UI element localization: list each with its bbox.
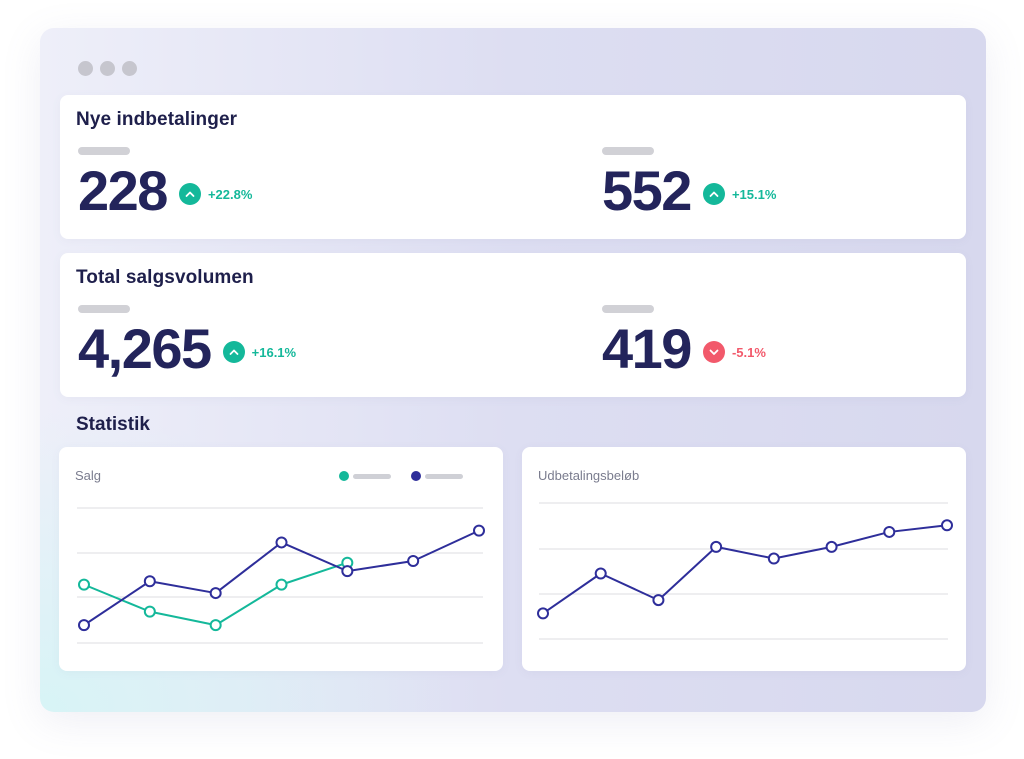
payout-line-chart — [537, 502, 953, 640]
chevron-up-icon — [702, 183, 725, 205]
data-point[interactable] — [473, 524, 485, 537]
data-point[interactable] — [652, 594, 665, 607]
legend-label-placeholder — [353, 473, 391, 479]
chevron-up-icon — [178, 183, 201, 205]
data-point[interactable] — [275, 536, 288, 549]
metric-change: -5.1% — [731, 344, 766, 360]
window-dot-close[interactable] — [78, 61, 93, 76]
section-title-statistik: Statistik — [76, 414, 150, 435]
window-controls — [78, 61, 137, 76]
chart-card-salg: Salg — [59, 447, 503, 671]
metric-change: +22.8% — [207, 186, 253, 202]
metric-label-placeholder — [78, 305, 130, 313]
metric-block: 228 +22.8% — [78, 147, 252, 221]
metric-block: 419 -5.1% — [602, 305, 766, 379]
dashboard-window: Nye indbetalinger 228 +22.8% 552 +15.1% — [40, 28, 986, 712]
sales-line-chart — [77, 507, 485, 644]
data-point[interactable] — [209, 587, 222, 600]
data-point[interactable] — [594, 567, 607, 580]
chart-label: Udbetalingsbeløb — [538, 468, 640, 483]
chart-card-udbetalingsbelob: Udbetalingsbeløb — [522, 447, 966, 671]
legend-label-placeholder — [425, 473, 463, 479]
metric-block: 552 +15.1% — [602, 147, 776, 221]
window-dot-maximize[interactable] — [122, 61, 137, 76]
data-point[interactable] — [275, 578, 288, 591]
data-point[interactable] — [537, 607, 549, 620]
metric-value: 552 — [602, 159, 692, 222]
metric-change: +15.1% — [731, 186, 777, 202]
window-dot-minimize[interactable] — [100, 61, 115, 76]
data-point[interactable] — [143, 605, 156, 618]
kpi-card-total-salgsvolumen: Total salgsvolumen 4,265 +16.1% 419 -5.1… — [60, 253, 966, 397]
data-point[interactable] — [767, 552, 780, 565]
metric-value: 4,265 — [78, 317, 212, 380]
legend-item-navy[interactable] — [411, 471, 463, 481]
legend-dot — [339, 471, 349, 481]
data-point[interactable] — [341, 565, 354, 578]
data-point[interactable] — [78, 619, 90, 632]
series-line — [542, 524, 948, 615]
metric-label-placeholder — [602, 147, 654, 155]
metric-label-placeholder — [78, 147, 130, 155]
metric-value: 228 — [78, 159, 168, 222]
data-point[interactable] — [941, 519, 953, 532]
legend-dot — [411, 471, 421, 481]
data-point[interactable] — [710, 540, 723, 553]
chart-legend — [339, 471, 483, 481]
chevron-down-icon — [702, 341, 725, 363]
metric-value: 419 — [602, 317, 692, 380]
chevron-up-icon — [222, 341, 245, 363]
card-title: Total salgsvolumen — [76, 267, 254, 288]
data-point[interactable] — [209, 619, 222, 632]
data-point[interactable] — [883, 525, 896, 538]
metric-change: +16.1% — [251, 344, 297, 360]
legend-item-teal[interactable] — [339, 471, 391, 481]
data-point[interactable] — [78, 578, 90, 591]
card-title: Nye indbetalinger — [76, 109, 238, 130]
kpi-card-nye-indbetalinger: Nye indbetalinger 228 +22.8% 552 +15.1% — [60, 95, 966, 239]
data-point[interactable] — [407, 555, 420, 567]
data-point[interactable] — [143, 575, 156, 588]
data-point[interactable] — [825, 540, 838, 553]
metric-block: 4,265 +16.1% — [78, 305, 296, 379]
metric-label-placeholder — [602, 305, 654, 313]
chart-label: Salg — [75, 468, 102, 483]
